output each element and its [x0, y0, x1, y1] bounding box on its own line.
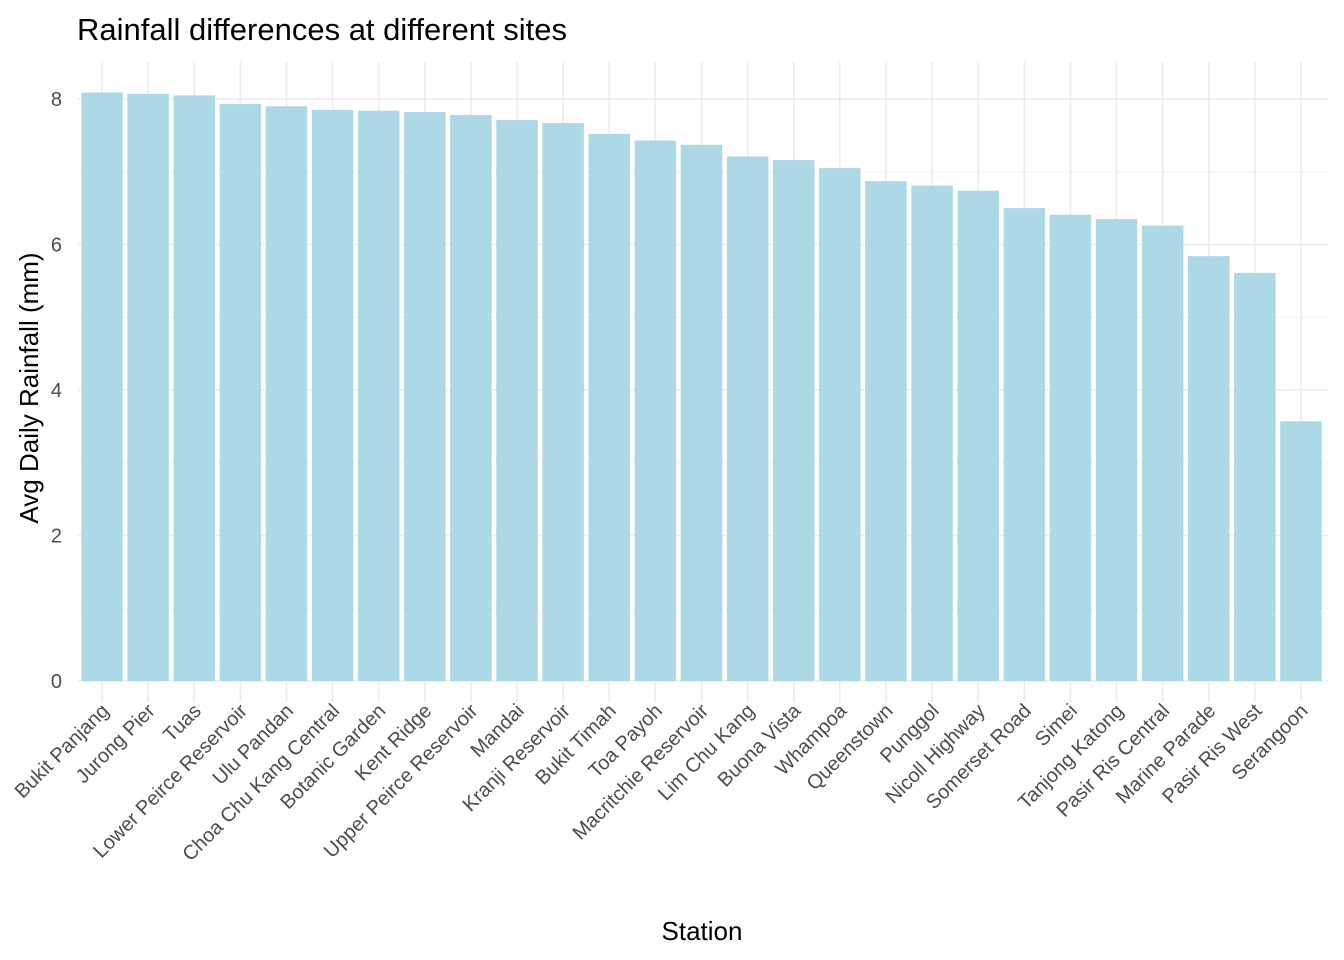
bar: [772, 160, 815, 682]
bars-group: [81, 92, 1322, 682]
y-axis-ticks: 0 2 4 6 8: [51, 89, 62, 693]
bar: [634, 140, 677, 682]
bar: [1280, 421, 1322, 681]
bar: [911, 185, 953, 681]
bar: [1234, 272, 1276, 681]
bar: [219, 104, 262, 682]
bar: [496, 120, 538, 682]
bar: [127, 93, 169, 681]
bar: [173, 95, 215, 682]
bar: [588, 133, 631, 682]
bar: [404, 112, 446, 682]
bar: [311, 109, 354, 681]
bar: [450, 115, 492, 681]
x-axis-title: Station: [662, 916, 743, 946]
bar: [542, 123, 584, 681]
bar: [265, 106, 308, 681]
bar: [957, 190, 999, 681]
bar: [726, 156, 769, 682]
y-tick-label: 2: [51, 526, 62, 548]
y-tick-label: 8: [51, 89, 62, 111]
y-axis-title: Avg Daily Rainfall (mm): [14, 252, 44, 523]
bar: [1188, 256, 1230, 681]
bar: [865, 181, 907, 681]
bar: [1095, 219, 1138, 682]
bar: [1003, 208, 1046, 682]
y-tick-label: 4: [51, 380, 62, 402]
bar: [357, 110, 400, 681]
chart-title: Rainfall differences at different sites: [77, 12, 567, 47]
y-tick-label: 0: [51, 671, 62, 693]
bar: [1141, 225, 1184, 681]
bar: [819, 168, 861, 682]
bar: [1049, 214, 1092, 682]
y-tick-label: 6: [51, 235, 62, 257]
bar: [680, 144, 723, 681]
bar: [81, 92, 123, 681]
